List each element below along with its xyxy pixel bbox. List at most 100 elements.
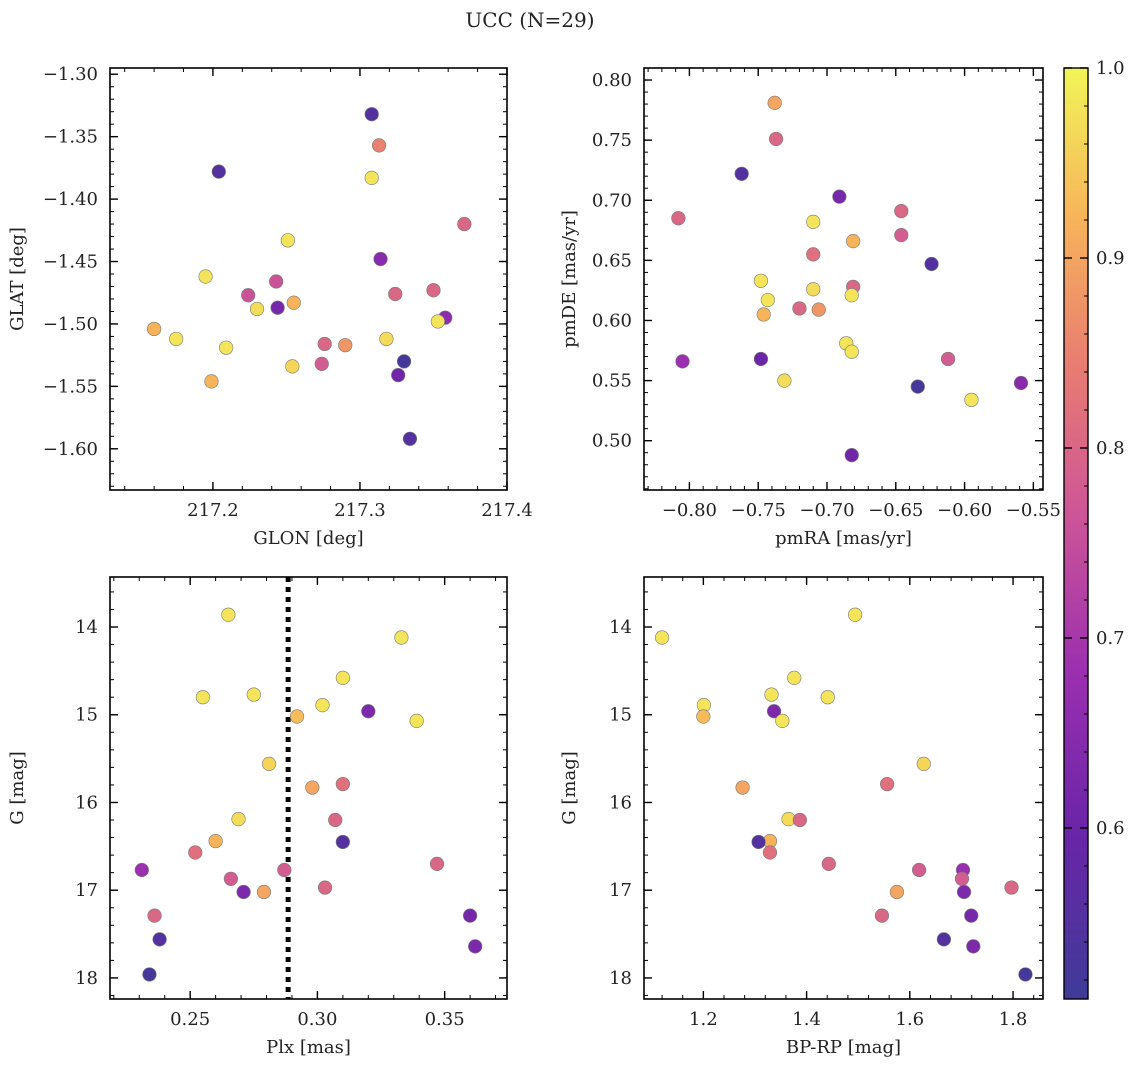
scatter-point (916, 756, 931, 771)
scatter-point (912, 862, 927, 878)
scatter-point (848, 607, 863, 622)
y-tick-label: 16 (609, 792, 632, 813)
scatter-point (364, 107, 379, 122)
y-tick-label: 0.55 (592, 371, 632, 392)
scatter-point (468, 939, 483, 954)
scatter-point (256, 884, 272, 900)
scatter-point (241, 288, 256, 303)
scatter-point (820, 690, 835, 705)
scatter-point (142, 967, 157, 982)
axes-frame (643, 576, 1044, 1000)
scatter-point (208, 833, 223, 849)
scatter-point (762, 845, 778, 860)
y-axis-label: pmDE [mas/yr] (559, 210, 580, 348)
scatter-point (964, 908, 979, 923)
scatter-point (429, 856, 445, 871)
colorbar-tick-label: 1.0 (1096, 58, 1125, 79)
scatter-point (462, 908, 478, 923)
scatter-point (806, 247, 821, 262)
x-axis-label: BP-RP [mag] (786, 1037, 901, 1058)
scatter-point (1013, 375, 1029, 391)
y-tick-label: 18 (609, 968, 632, 989)
scatter-point (335, 834, 350, 850)
scatter-point (767, 95, 782, 110)
scatter-point (792, 812, 807, 828)
scatter-point (811, 302, 826, 317)
scatter-point (846, 234, 861, 249)
scatter-point (768, 131, 784, 147)
scatter-point (314, 356, 329, 371)
x-tick-label: −0.55 (1006, 500, 1061, 521)
scatter-point (152, 932, 167, 947)
y-tick-label: 14 (75, 617, 98, 638)
scatter-point (426, 283, 441, 298)
scatter-point (654, 630, 670, 645)
x-axis-label: Plx [mas] (266, 1037, 351, 1058)
scatter-point (889, 884, 905, 900)
x-tick-label: 1.2 (689, 1009, 718, 1030)
figure-title: UCC (N=29) (465, 8, 594, 32)
y-tick-label: 15 (75, 705, 98, 726)
scatter-point (261, 756, 277, 771)
scatter-point (940, 351, 956, 367)
y-tick-label: 0.60 (592, 310, 632, 331)
scatter-point (924, 256, 939, 272)
scatter-point (753, 351, 769, 367)
scatter-point (844, 344, 859, 359)
scatter-point (777, 373, 792, 388)
scatter-point (317, 880, 333, 895)
scatter-point (844, 448, 859, 463)
scatter-point (223, 871, 238, 886)
scatter-point (221, 607, 236, 622)
y-tick-label: −1.45 (43, 252, 98, 273)
scatter-point (134, 862, 149, 878)
scatter-point (675, 354, 690, 369)
scatter-point (269, 274, 284, 289)
colorbar-tick-label: 0.8 (1096, 438, 1125, 459)
scatter-point (806, 282, 821, 297)
scatter-point (760, 292, 775, 308)
scatter-point (211, 164, 226, 179)
y-tick-label: −1.50 (43, 314, 98, 335)
scatter-point (880, 776, 895, 792)
scatter-point (335, 776, 350, 792)
panel-bprp-g: 1.2 1.4 1.6 1.8 14 15 16 17 18 BP-RP [mag] G [mag] (559, 576, 1044, 1058)
scatter-point (285, 359, 300, 374)
y-axis-label: G [mag] (559, 751, 580, 824)
scatter-point (305, 780, 320, 795)
scatter-point (792, 301, 807, 316)
colorbar-tick-label: 0.7 (1096, 628, 1125, 649)
scatter-point (966, 939, 981, 954)
scatter-point (391, 368, 406, 383)
scatter-point (787, 670, 802, 685)
scatter-point (315, 697, 330, 713)
colorbar-gradient (1063, 67, 1089, 1000)
scatter-point (371, 138, 387, 153)
y-tick-label: −1.30 (43, 64, 98, 85)
x-tick-label: 1.4 (792, 1009, 821, 1030)
scatter-point (1004, 880, 1019, 895)
scatter-point (954, 871, 970, 886)
x-tick-label: 217.2 (187, 500, 239, 521)
y-tick-label: 15 (609, 705, 632, 726)
scatter-point (219, 340, 234, 355)
x-tick-label: −0.75 (731, 500, 786, 521)
x-axis-label: pmRA [mas/yr] (775, 528, 912, 549)
y-tick-label: −1.35 (43, 127, 98, 148)
scatter-point (394, 630, 409, 645)
scatter-point (806, 214, 821, 229)
scatter-point (328, 812, 343, 828)
y-tick-label: 17 (609, 880, 632, 901)
scatter-point (289, 709, 305, 724)
scatter-point (335, 670, 350, 685)
y-tick-label: 0.70 (592, 190, 632, 211)
y-tick-label: 17 (75, 880, 98, 901)
x-tick-label: 0.25 (170, 1009, 210, 1030)
y-tick-label: −1.40 (43, 189, 98, 210)
x-tick-label: 0.30 (297, 1009, 337, 1030)
scatter-point (964, 392, 979, 407)
scatter-point (338, 338, 353, 353)
y-tick-label: 18 (75, 968, 98, 989)
colorbar-tick-label: 0.9 (1096, 248, 1125, 269)
scatter-point (894, 228, 909, 243)
